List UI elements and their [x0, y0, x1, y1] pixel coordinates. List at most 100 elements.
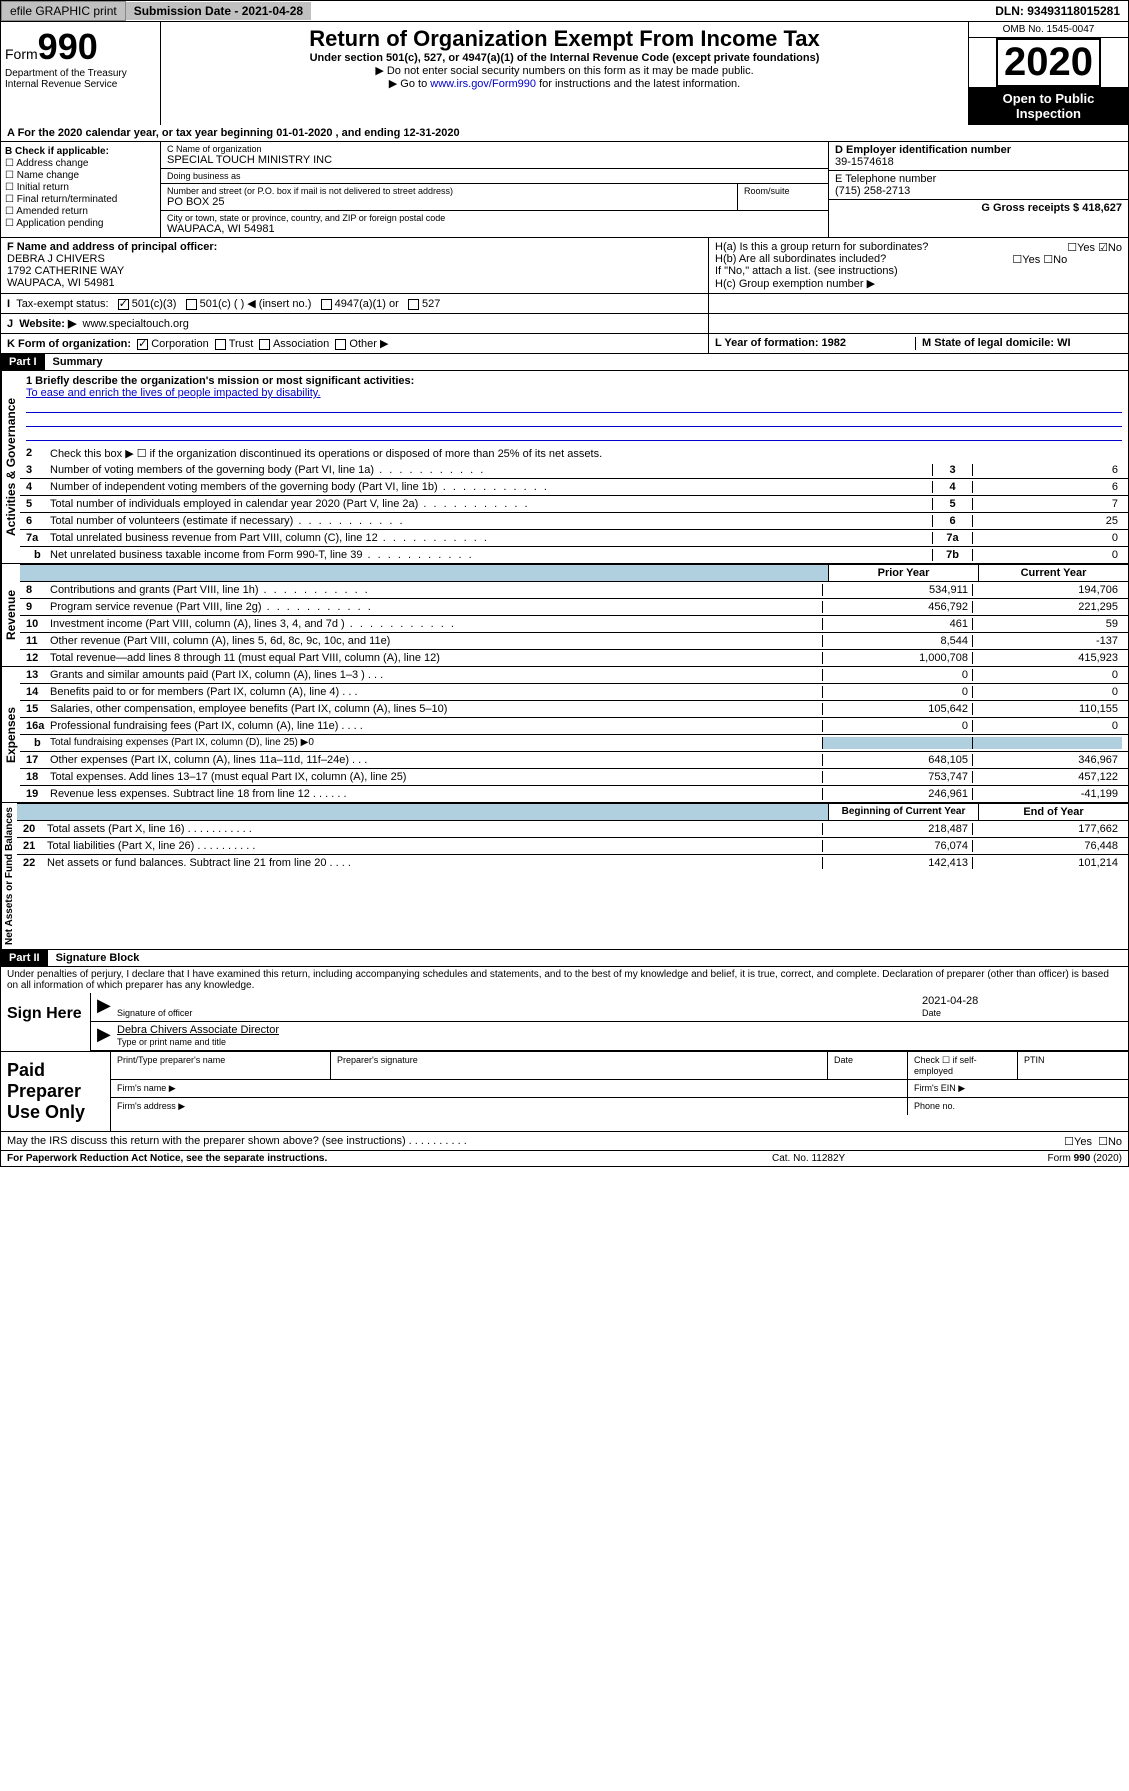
dba-label: Doing business as [161, 169, 828, 184]
check-amended-return[interactable]: ☐ Amended return [5, 206, 156, 217]
check-other[interactable] [335, 339, 346, 350]
sign-here-label: Sign Here [1, 993, 91, 1051]
city: WAUPACA, WI 54981 [167, 223, 822, 235]
part1-label: Part I [1, 354, 45, 370]
ptin-label: PTIN [1018, 1052, 1128, 1079]
box-b-title: B Check if applicable: [5, 146, 109, 157]
irs-link[interactable]: www.irs.gov/Form990 [430, 78, 536, 90]
check-corporation[interactable] [137, 339, 148, 350]
officer-label: F Name and address of principal officer: [7, 241, 217, 253]
line7a-desc: Total unrelated business revenue from Pa… [50, 532, 932, 544]
line19-prior: 246,961 [822, 788, 972, 800]
line11-prior: 8,544 [822, 635, 972, 647]
line10-curr: 59 [972, 618, 1122, 630]
website-label: Website: ▶ [19, 318, 76, 330]
line11-desc: Other revenue (Part VIII, column (A), li… [50, 635, 822, 647]
line19-curr: -41,199 [972, 788, 1122, 800]
header-current: Current Year [978, 565, 1128, 581]
line22-begin: 142,413 [822, 857, 972, 869]
line21-end: 76,448 [972, 840, 1122, 852]
perjury-decl: Under penalties of perjury, I declare th… [0, 967, 1129, 993]
check-501c[interactable] [186, 299, 197, 310]
omb-number: OMB No. 1545-0047 [969, 22, 1128, 38]
line16b-shaded2 [972, 737, 1122, 749]
line13-curr: 0 [972, 669, 1122, 681]
efile-print-button[interactable]: efile GRAPHIC print [1, 1, 126, 21]
paid-preparer: Paid Preparer Use Only Print/Type prepar… [1, 1051, 1128, 1131]
form-label: Form [5, 46, 38, 62]
check-4947[interactable] [321, 299, 332, 310]
row-klm: K Form of organization: Corporation Trus… [0, 334, 1129, 354]
line9-desc: Program service revenue (Part VIII, line… [50, 601, 822, 613]
row-a-tax-year: A For the 2020 calendar year, or tax yea… [0, 125, 1129, 142]
part1-name: Summary [45, 356, 103, 368]
label-revenue: Revenue [1, 564, 20, 666]
check-address-change[interactable]: ☐ Address change [5, 158, 156, 169]
room-suite-label: Room/suite [738, 184, 828, 210]
officer-city: WAUPACA, WI 54981 [7, 277, 115, 289]
line17-prior: 648,105 [822, 754, 972, 766]
line16b-shaded [822, 737, 972, 749]
sig-officer-label: Signature of officer [117, 1008, 192, 1018]
org-name: SPECIAL TOUCH MINISTRY INC [167, 154, 822, 166]
check-association[interactable] [259, 339, 270, 350]
part2-header: Part IISignature Block [0, 950, 1129, 967]
label-netassets: Net Assets or Fund Balances [1, 803, 17, 949]
discuss-no: No [1108, 1136, 1122, 1148]
row-website: J Website: ▶ www.specialtouch.org [0, 314, 1129, 334]
line22-end: 101,214 [972, 857, 1122, 869]
form-subtitle: Under section 501(c), 527, or 4947(a)(1)… [165, 52, 964, 64]
line7b-val: 0 [972, 549, 1122, 561]
summary-governance: Activities & Governance 1 Briefly descri… [0, 371, 1129, 564]
tax-year: 2020 [996, 38, 1101, 87]
officer-addr: 1792 CATHERINE WAY [7, 265, 124, 277]
sig-date-label: Date [922, 1008, 941, 1018]
line6-box: 6 [932, 515, 972, 527]
check-application-pending[interactable]: ☐ Application pending [5, 218, 156, 229]
line21-begin: 76,074 [822, 840, 972, 852]
mission-underline [26, 427, 1122, 441]
line4-desc: Number of independent voting members of … [50, 481, 932, 493]
check-527[interactable] [408, 299, 419, 310]
section-bcdefg: B Check if applicable: ☐ Address change … [0, 142, 1129, 238]
box-c: C Name of organization SPECIAL TOUCH MIN… [161, 142, 828, 237]
line3-val: 6 [972, 464, 1122, 476]
line14-curr: 0 [972, 686, 1122, 698]
summary-netassets: Net Assets or Fund Balances Beginning of… [0, 803, 1129, 950]
check-final-return[interactable]: ☐ Final return/terminated [5, 194, 156, 205]
line12-prior: 1,000,708 [822, 652, 972, 664]
line12-curr: 415,923 [972, 652, 1122, 664]
line15-curr: 110,155 [972, 703, 1122, 715]
line13-desc: Grants and similar amounts paid (Part IX… [50, 669, 822, 681]
line10-prior: 461 [822, 618, 972, 630]
line15-desc: Salaries, other compensation, employee b… [50, 703, 822, 715]
phone-value: (715) 258-2713 [835, 185, 910, 197]
check-name-change[interactable]: ☐ Name change [5, 170, 156, 181]
h-b: H(b) Are all subordinates included? ☐Yes… [715, 253, 1122, 265]
line6-val: 25 [972, 515, 1122, 527]
line14-prior: 0 [822, 686, 972, 698]
arrow-icon: ▶ [97, 1024, 117, 1048]
line20-end: 177,662 [972, 823, 1122, 835]
form-number: 990 [38, 26, 98, 67]
line7b-desc: Net unrelated business taxable income fr… [50, 549, 932, 561]
line8-curr: 194,706 [972, 584, 1122, 596]
firm-ein-label: Firm's EIN ▶ [908, 1080, 1128, 1097]
website-value: www.specialtouch.org [83, 318, 189, 330]
check-trust[interactable] [215, 339, 226, 350]
line16a-desc: Professional fundraising fees (Part IX, … [50, 720, 822, 732]
summary-expenses: Expenses 13Grants and similar amounts pa… [0, 667, 1129, 803]
line9-prior: 456,792 [822, 601, 972, 613]
addr: PO BOX 25 [167, 196, 731, 208]
city-label: City or town, state or province, country… [167, 213, 822, 223]
discuss-yes: Yes [1074, 1136, 1092, 1148]
check-501c3[interactable] [118, 299, 129, 310]
check-initial-return[interactable]: ☐ Initial return [5, 182, 156, 193]
form-header: Form990 Department of the Treasury Inter… [0, 22, 1129, 125]
tax-exempt-label: Tax-exempt status: [16, 298, 108, 310]
phone-label: Phone no. [908, 1098, 1128, 1115]
firm-name-label: Firm's name ▶ [111, 1080, 908, 1097]
line5-val: 7 [972, 498, 1122, 510]
footer: For Paperwork Reduction Act Notice, see … [0, 1151, 1129, 1167]
h-c: H(c) Group exemption number ▶ [715, 277, 1122, 290]
